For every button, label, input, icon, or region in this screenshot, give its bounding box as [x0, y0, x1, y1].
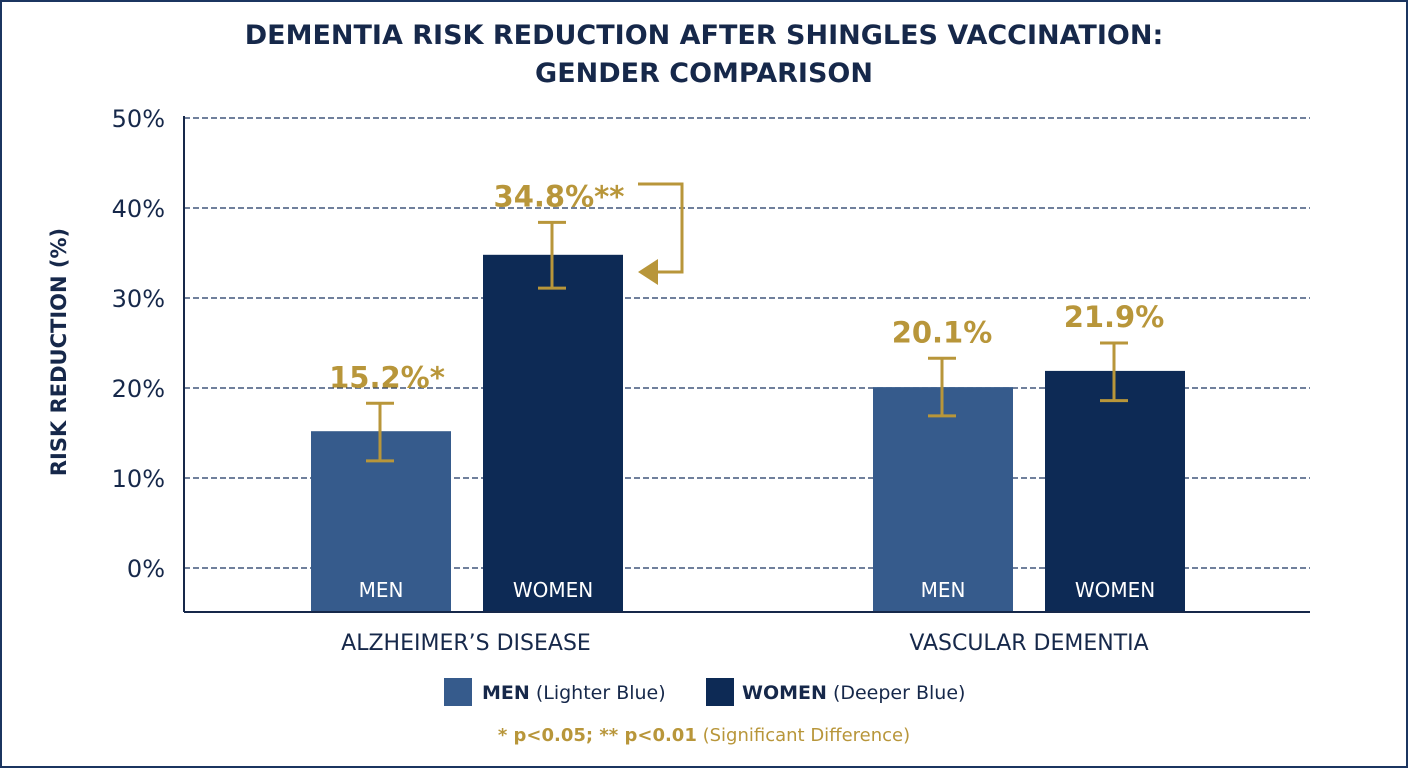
- y-tick-label: 50%: [112, 105, 165, 133]
- data-label: 20.1%: [892, 315, 993, 349]
- chart-title-line2: GENDER COMPARISON: [535, 58, 873, 89]
- footnote: * p<0.05; ** p<0.01 (Significant Differe…: [498, 725, 910, 746]
- legend-swatch-women: [706, 678, 734, 706]
- arrow-head-icon: [638, 259, 658, 285]
- y-axis-label: RISK REDUCTION (%): [47, 228, 71, 476]
- data-label: 15.2%*: [329, 360, 445, 394]
- bar-label: WOMEN: [1075, 578, 1155, 602]
- legend-item-men: MEN (Lighter Blue): [482, 682, 666, 704]
- bar-women: [1045, 370, 1185, 612]
- bar-label: MEN: [359, 578, 404, 602]
- significance-arrow: [638, 182, 684, 274]
- y-tick-label: 40%: [112, 195, 165, 223]
- bar-label: MEN: [921, 578, 966, 602]
- y-tick-label: 0%: [127, 555, 165, 583]
- bar-men: [873, 387, 1013, 612]
- bar-women: [483, 254, 623, 613]
- x-category-label: ALZHEIMER’S DISEASE: [341, 631, 591, 656]
- y-tick-label: 10%: [112, 465, 165, 493]
- chart-title-line1: DEMENTIA RISK REDUCTION AFTER SHINGLES V…: [245, 20, 1164, 51]
- y-tick-label: 20%: [112, 375, 165, 403]
- legend-swatch-men: [444, 678, 472, 706]
- y-tick-label: 30%: [112, 285, 165, 313]
- bar-label: WOMEN: [513, 578, 593, 602]
- x-category-label: VASCULAR DEMENTIA: [909, 631, 1148, 656]
- data-label: 21.9%: [1064, 300, 1165, 334]
- legend-item-women: WOMEN (Deeper Blue): [742, 682, 965, 704]
- data-label: 34.8%**: [494, 179, 625, 213]
- legend: MEN (Lighter Blue) WOMEN (Deeper Blue): [444, 678, 965, 706]
